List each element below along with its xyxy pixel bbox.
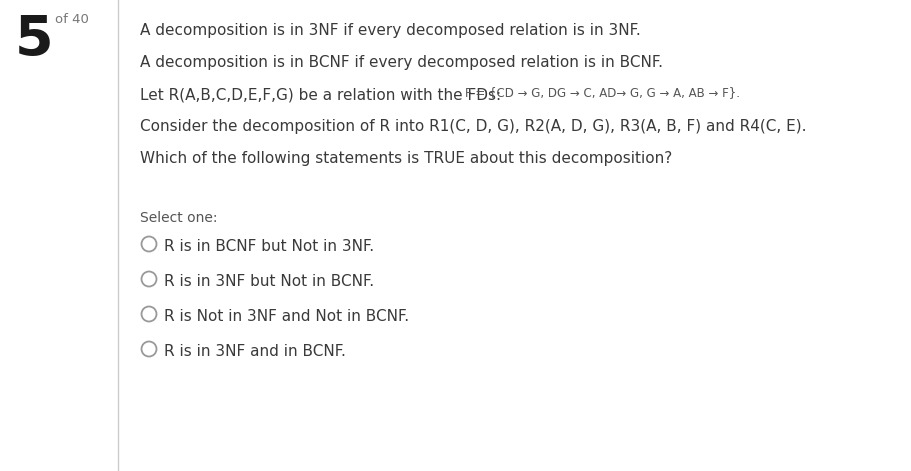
Text: A decomposition is in 3NF if every decomposed relation is in 3NF.: A decomposition is in 3NF if every decom… <box>140 23 640 38</box>
Text: Select one:: Select one: <box>140 211 218 225</box>
Text: R is in 3NF but Not in BCNF.: R is in 3NF but Not in BCNF. <box>164 274 374 289</box>
Text: Let R(A,B,C,D,E,F,G) be a relation with the FDs:: Let R(A,B,C,D,E,F,G) be a relation with … <box>140 87 506 102</box>
Text: Which of the following statements is TRUE about this decomposition?: Which of the following statements is TRU… <box>140 151 672 166</box>
Text: A decomposition is in BCNF if every decomposed relation is in BCNF.: A decomposition is in BCNF if every deco… <box>140 55 663 70</box>
Text: R is Not in 3NF and Not in BCNF.: R is Not in 3NF and Not in BCNF. <box>164 309 409 324</box>
Text: 5: 5 <box>15 13 54 67</box>
Text: of 40: of 40 <box>55 13 89 26</box>
Text: F = {CD → G, DG → C, AD→ G, G → A, AB → F}.: F = {CD → G, DG → C, AD→ G, G → A, AB → … <box>465 86 740 99</box>
Text: R is in BCNF but Not in 3NF.: R is in BCNF but Not in 3NF. <box>164 239 374 254</box>
Text: Consider the decomposition of R into R1(C, D, G), R2(A, D, G), R3(A, B, F) and R: Consider the decomposition of R into R1(… <box>140 119 806 134</box>
Text: R is in 3NF and in BCNF.: R is in 3NF and in BCNF. <box>164 344 346 359</box>
